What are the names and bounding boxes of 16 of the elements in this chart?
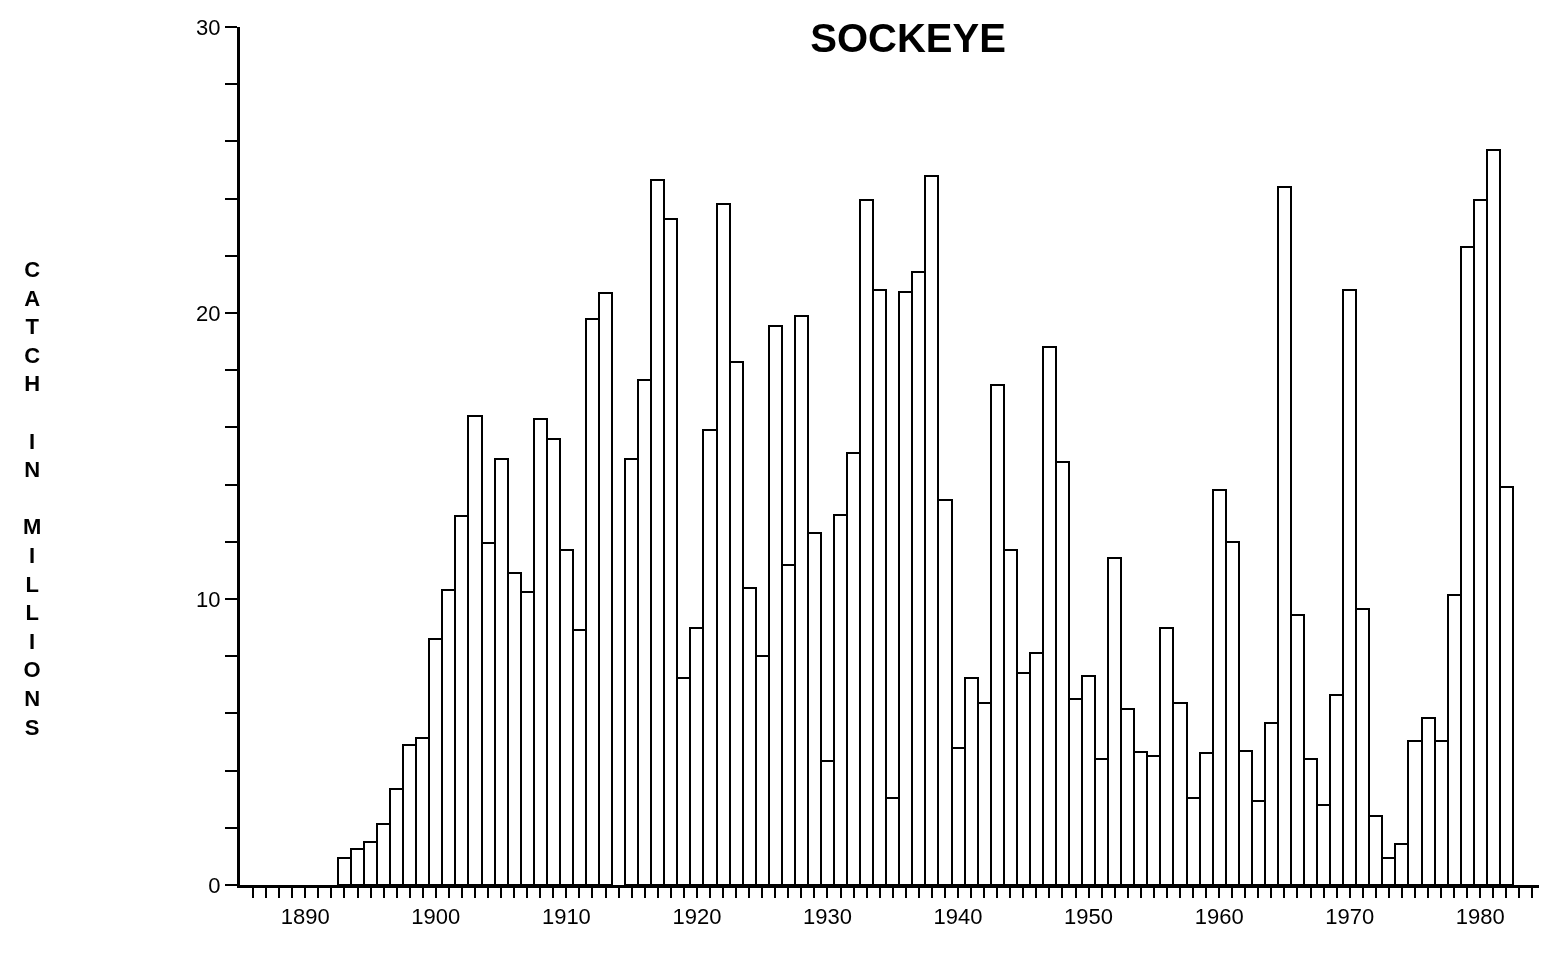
y-tick-label: 30 bbox=[196, 14, 221, 40]
x-tick-label: 1940 bbox=[933, 904, 983, 930]
x-tick-label: 1910 bbox=[541, 904, 591, 930]
x-tick-label: 1960 bbox=[1194, 904, 1244, 930]
x-tick-label: 1900 bbox=[411, 904, 461, 930]
x-tick-label: 1950 bbox=[1064, 904, 1114, 930]
y-tick-label: 20 bbox=[196, 300, 221, 326]
x-tick-label: 1980 bbox=[1455, 904, 1505, 930]
x-tick-label: 1930 bbox=[803, 904, 852, 930]
y-tick-label: 0 bbox=[208, 872, 221, 898]
x-tick-label: 1890 bbox=[280, 904, 330, 930]
y-tick-label: 10 bbox=[196, 586, 221, 612]
x-tick-label: 1970 bbox=[1325, 904, 1375, 930]
x-tick-label: 1920 bbox=[672, 904, 722, 930]
text: CATCH IN MILLIONS bbox=[23, 257, 42, 740]
chart-title: SOCKEYE bbox=[810, 16, 1006, 61]
